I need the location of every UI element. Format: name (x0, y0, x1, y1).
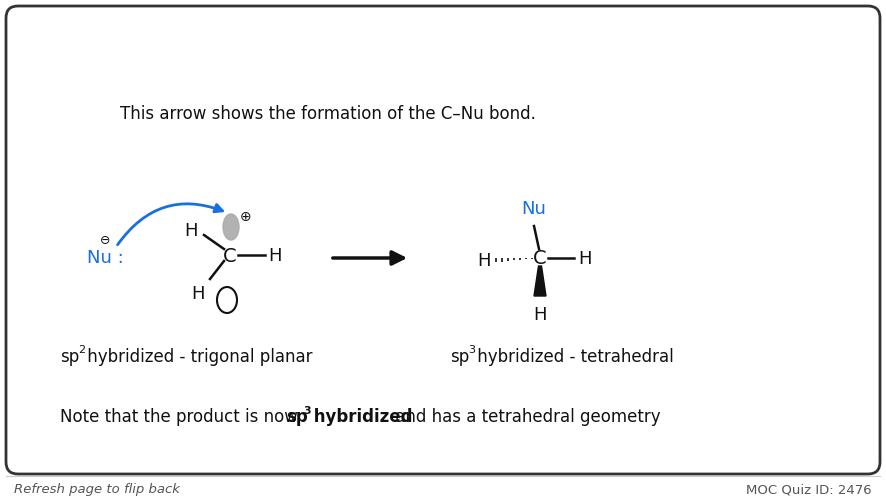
Text: This arrow shows the formation of the C–Nu bond.: This arrow shows the formation of the C–… (120, 105, 536, 123)
Text: sp: sp (286, 408, 307, 426)
Text: H: H (268, 247, 282, 265)
Text: 2: 2 (78, 345, 85, 355)
Text: H: H (533, 306, 547, 324)
Text: hybridized - trigonal planar: hybridized - trigonal planar (82, 348, 313, 366)
Text: MOC Quiz ID: 2476: MOC Quiz ID: 2476 (746, 483, 872, 496)
Text: Refresh page to flip back: Refresh page to flip back (14, 483, 180, 496)
Text: and has a tetrahedral geometry: and has a tetrahedral geometry (390, 408, 661, 426)
Ellipse shape (223, 214, 239, 240)
Text: Nu: Nu (522, 200, 547, 218)
Text: C: C (223, 247, 237, 267)
Text: hybridized - tetrahedral: hybridized - tetrahedral (472, 348, 673, 366)
Polygon shape (534, 266, 546, 296)
Text: sp: sp (450, 348, 470, 366)
Text: C: C (533, 248, 547, 268)
Text: Note that the product is now: Note that the product is now (60, 408, 303, 426)
Text: ⊖: ⊖ (100, 233, 110, 246)
Text: Nu :: Nu : (87, 249, 123, 267)
Text: 3: 3 (468, 345, 475, 355)
Text: H: H (478, 252, 491, 270)
Text: H: H (191, 285, 205, 303)
Text: ⊕: ⊕ (240, 210, 252, 224)
Text: H: H (184, 222, 198, 240)
Text: hybridized: hybridized (308, 408, 413, 426)
FancyBboxPatch shape (6, 6, 880, 474)
Text: sp: sp (60, 348, 79, 366)
Text: H: H (578, 250, 592, 268)
Text: 3: 3 (303, 406, 311, 416)
